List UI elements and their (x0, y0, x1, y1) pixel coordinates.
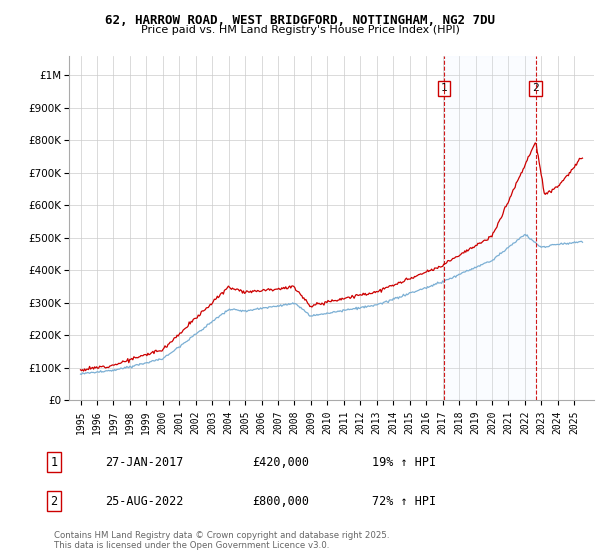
Text: 2: 2 (532, 83, 539, 94)
Text: 1: 1 (440, 83, 447, 94)
Text: 72% ↑ HPI: 72% ↑ HPI (372, 494, 436, 508)
Text: Price paid vs. HM Land Registry's House Price Index (HPI): Price paid vs. HM Land Registry's House … (140, 25, 460, 35)
Text: 19% ↑ HPI: 19% ↑ HPI (372, 455, 436, 469)
Text: £420,000: £420,000 (252, 455, 309, 469)
Text: 27-JAN-2017: 27-JAN-2017 (105, 455, 184, 469)
Text: 25-AUG-2022: 25-AUG-2022 (105, 494, 184, 508)
Bar (444, 56, 536, 400)
Text: £800,000: £800,000 (252, 494, 309, 508)
Text: 62, HARROW ROAD, WEST BRIDGFORD, NOTTINGHAM, NG2 7DU: 62, HARROW ROAD, WEST BRIDGFORD, NOTTING… (105, 14, 495, 27)
Text: 1: 1 (50, 455, 58, 469)
Text: 2: 2 (50, 494, 58, 508)
Text: Contains HM Land Registry data © Crown copyright and database right 2025.
This d: Contains HM Land Registry data © Crown c… (54, 530, 389, 550)
